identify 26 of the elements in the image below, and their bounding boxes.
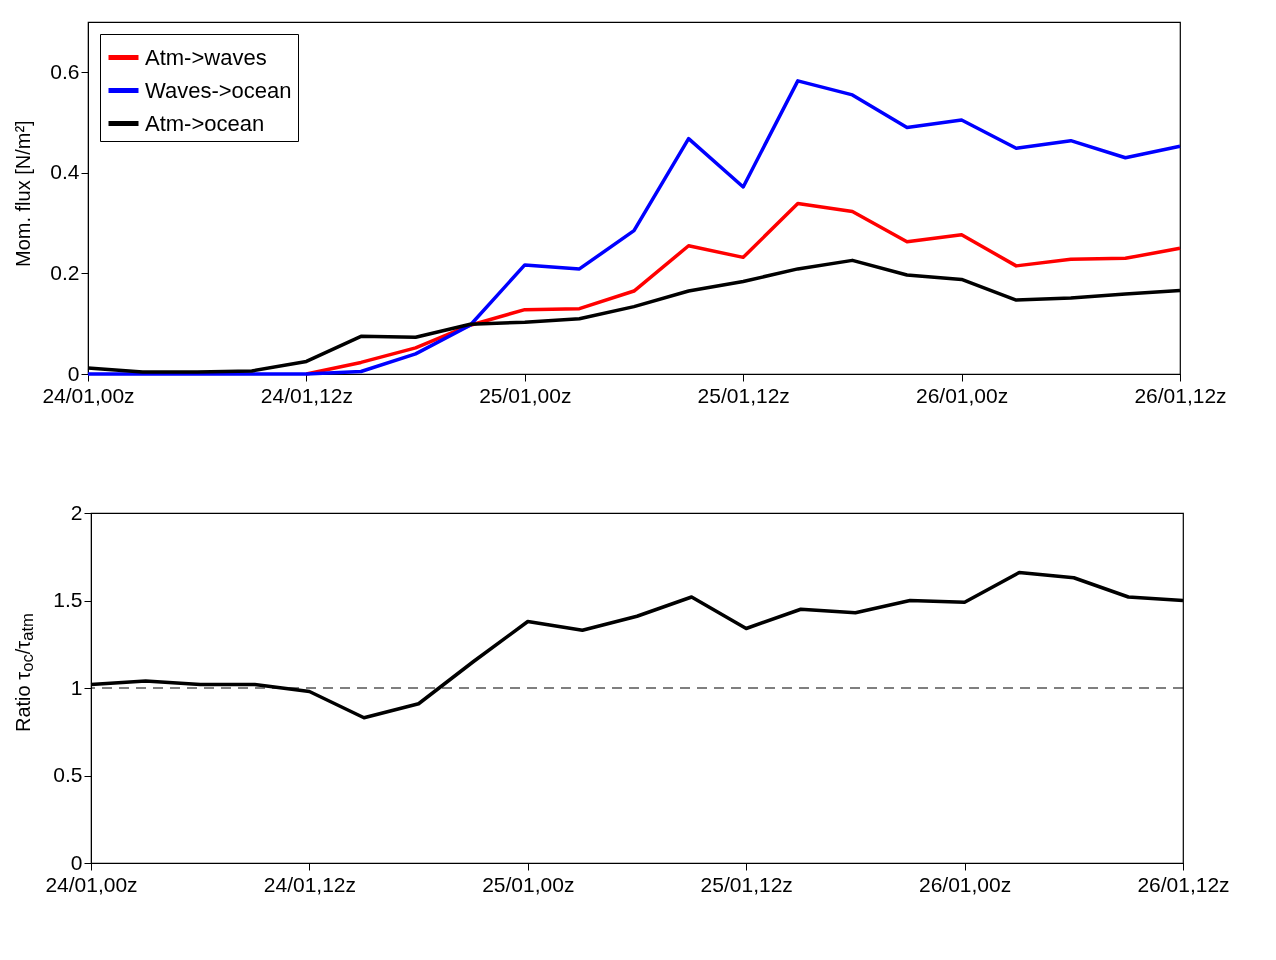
y-tick-label: 0.5 [53,763,83,786]
line-series [86,79,1182,376]
x-tick-label: 26/01,00z [915,383,1009,407]
y-tick-label: 1.5 [53,588,83,611]
x-tick-label: 26/01,12z [1137,872,1230,896]
y-tick-label: 2 [70,500,83,524]
y-axis-title: Mom. flux [N/m²] [12,119,35,270]
y-tick-label: 0 [67,361,80,385]
x-tick-label: 24/01,12z [263,872,357,896]
x-tick-label: 25/01,00z [482,872,575,896]
y-tick-label: 0.6 [50,59,80,83]
x-tick-label: 24/01,12z [260,383,354,407]
legend-label: Waves->ocean [145,77,292,103]
x-tick-label: 26/01,12z [1134,383,1227,407]
y-tick-label: 0 [70,850,83,874]
x-tick-label: 25/01,00z [479,383,572,407]
legend-label: Atm->ocean [145,110,265,136]
legend-label: Atm->waves [145,44,267,70]
y-tick-label: 0.2 [50,260,80,284]
y-tick-label: 0.4 [50,160,80,184]
x-tick-label: 24/01,00z [42,383,135,407]
y-tick-label: 1 [70,675,83,699]
x-tick-label: 26/01,00z [918,872,1012,896]
x-tick-label: 25/01,12z [700,872,793,896]
x-tick-label: 24/01,00z [45,872,138,896]
x-tick-label: 25/01,12z [697,383,790,407]
